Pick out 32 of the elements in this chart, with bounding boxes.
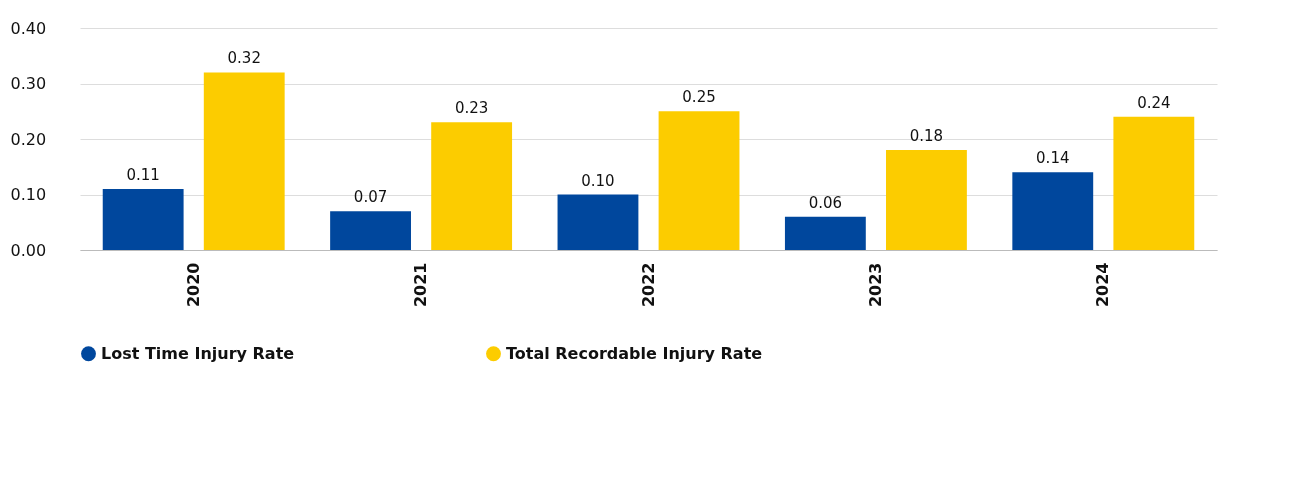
legend-label: Lost Time Injury Rate — [101, 343, 295, 363]
bar — [102, 188, 184, 250]
x-tick-label: 2023 — [865, 262, 885, 308]
x-tick-label: 2021 — [411, 262, 431, 308]
bar — [431, 122, 513, 250]
x-tick-label: 2024 — [1093, 262, 1113, 308]
data-label: 0.32 — [227, 49, 261, 68]
bar — [557, 194, 639, 250]
data-label: 0.06 — [808, 193, 843, 212]
data-label: 0.14 — [1036, 149, 1070, 168]
data-label: 0.25 — [682, 88, 716, 107]
data-label: 0.11 — [126, 165, 160, 184]
y-tick-label: 0.20 — [10, 129, 47, 149]
bar — [1113, 116, 1195, 250]
y-tick-label: 0.30 — [10, 74, 47, 93]
bar — [330, 211, 411, 250]
bar — [886, 150, 967, 250]
legend-label: Total Recordable Injury Rate — [506, 343, 763, 363]
bar — [1012, 172, 1094, 250]
data-label: 0.23 — [454, 99, 489, 118]
data-label: 0.07 — [353, 188, 388, 207]
data-label: 0.18 — [909, 127, 944, 146]
bar — [784, 216, 866, 250]
x-tick-label: 2020 — [183, 262, 203, 308]
bar — [658, 111, 740, 250]
y-tick-label: 0.00 — [10, 240, 47, 260]
bar — [203, 72, 285, 250]
y-tick-label: 0.40 — [10, 18, 47, 38]
x-tick-label: 2022 — [638, 262, 658, 308]
data-label: 0.10 — [581, 171, 615, 190]
data-label: 0.24 — [1137, 93, 1171, 112]
y-tick-label: 0.10 — [10, 185, 47, 204]
